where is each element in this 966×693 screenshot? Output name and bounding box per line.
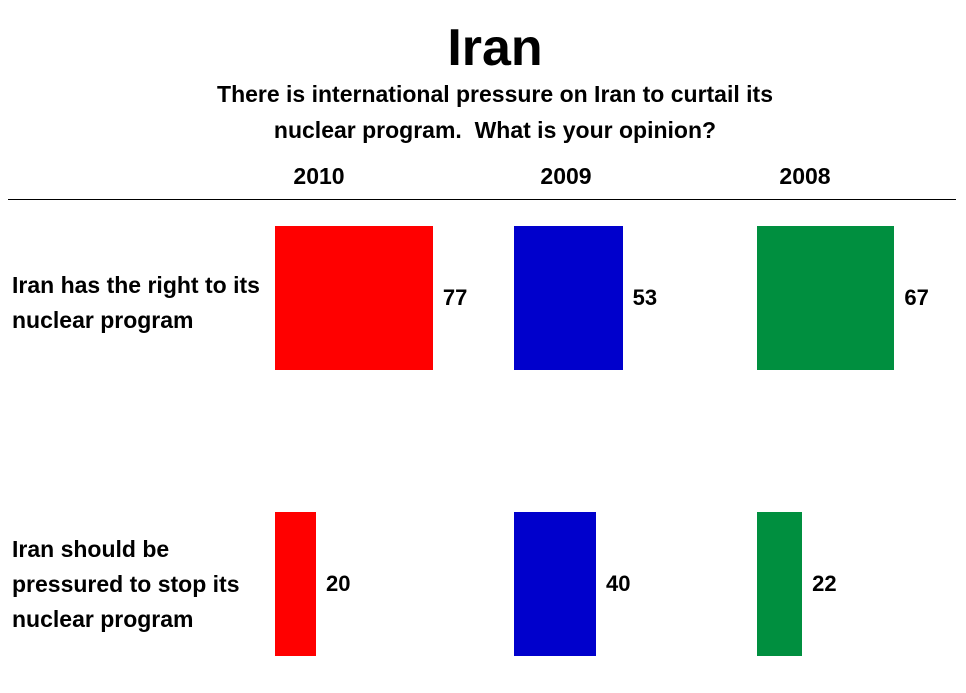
value-label: 22 [812,571,837,596]
bar [757,512,803,656]
bar [514,226,623,370]
value-label: 40 [606,571,631,596]
value-label: 20 [326,571,351,596]
header-rule [8,199,956,200]
value-label: 77 [442,285,468,310]
bar [757,226,895,370]
bar [275,512,316,656]
series-header: 2010 [293,163,345,189]
chart-title: Iran [447,19,543,77]
category-label: Iran has the right to its nuclear progra… [12,272,260,333]
bar [275,226,433,370]
value-label: 53 [632,285,658,310]
value-label: 67 [904,285,929,310]
category-label: Iran should be pressured to stop its nuc… [12,535,240,632]
chart-subtitle: There is international pressure on Iran … [217,81,780,143]
series-header: 2008 [779,163,831,189]
series-header: 2009 [540,163,592,189]
bar [514,512,596,656]
